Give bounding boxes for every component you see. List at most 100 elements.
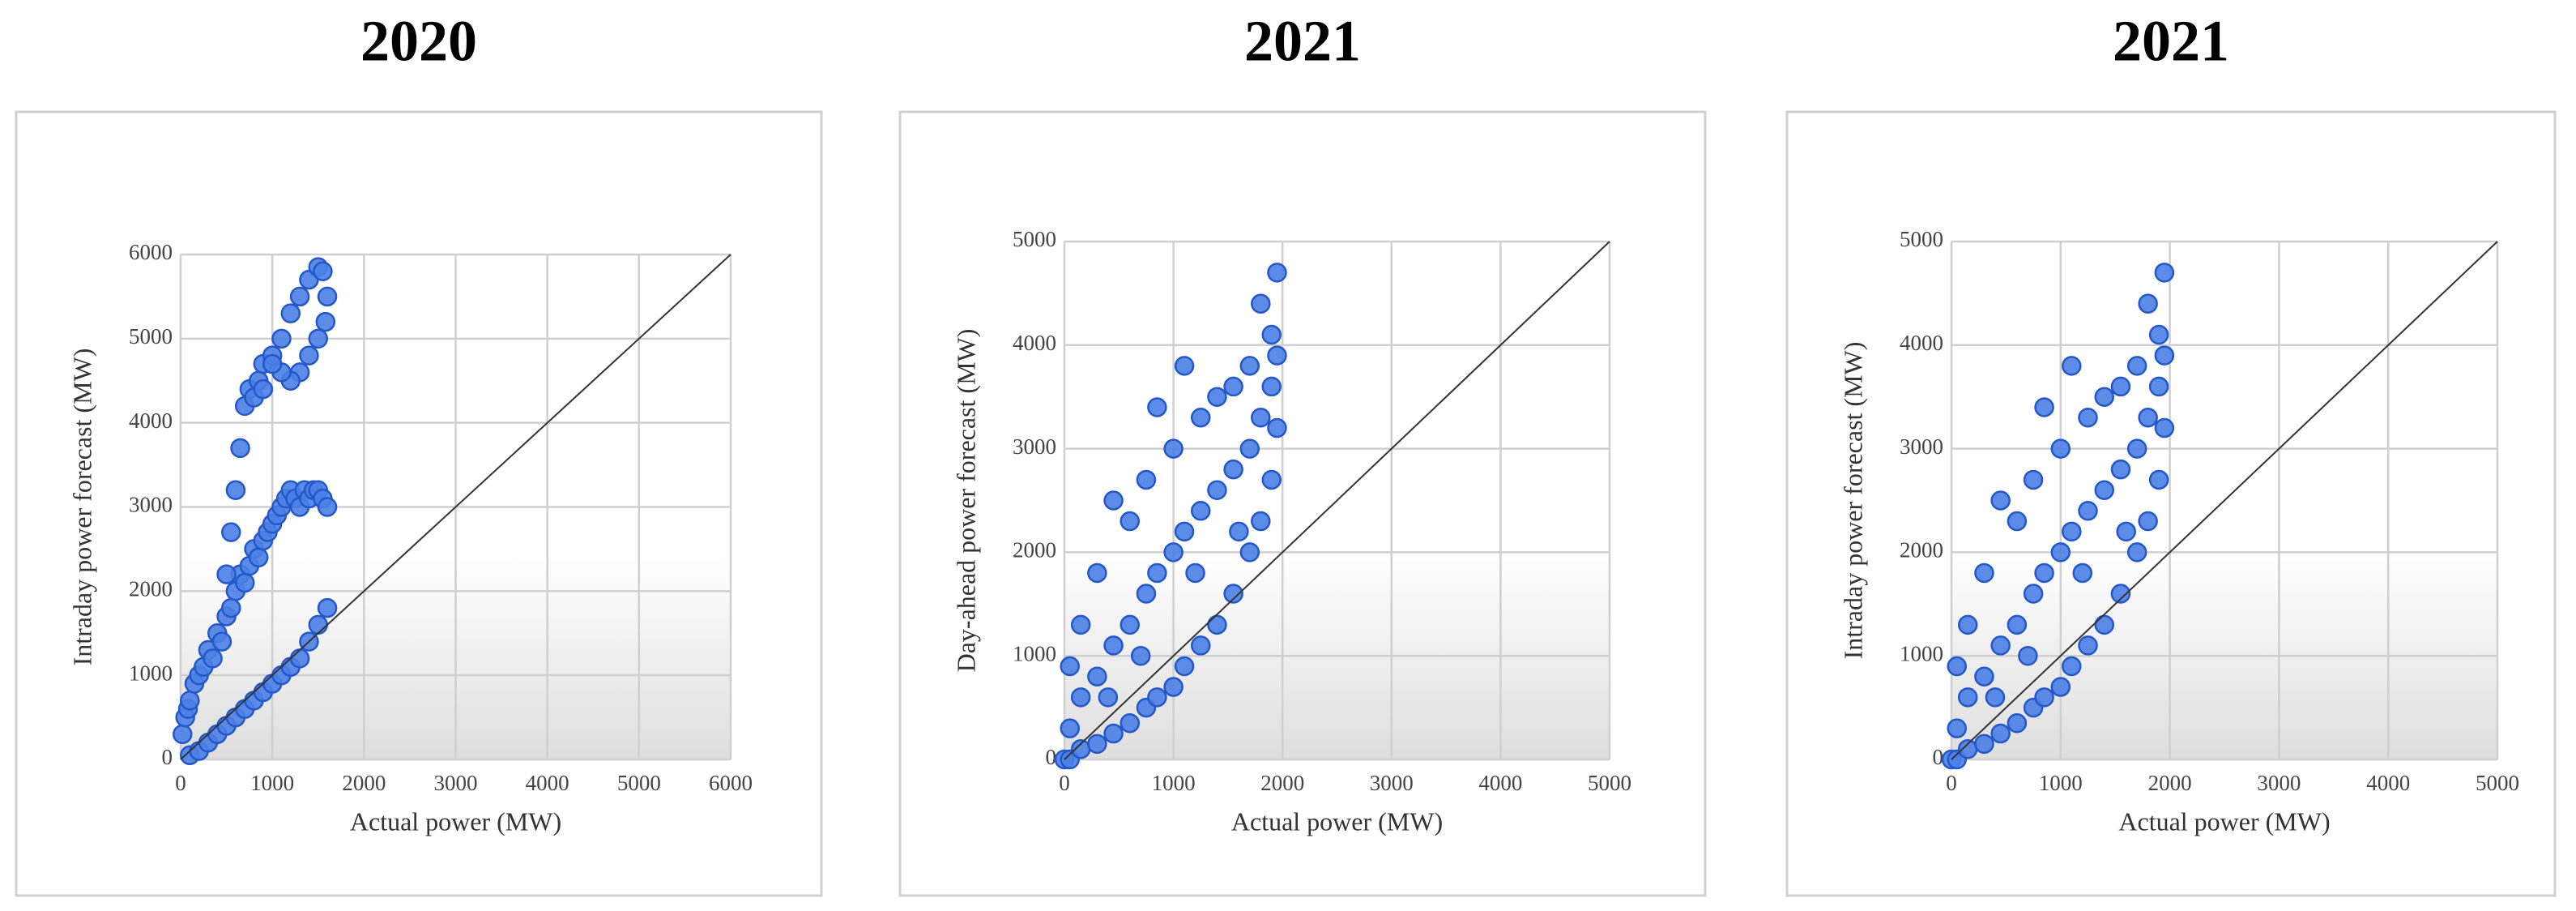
y-axis-label: Day-ahead power forecast (MW)	[951, 329, 980, 673]
scatter-point	[262, 353, 283, 374]
scatter-point	[180, 691, 200, 711]
x-tick-label: 2000	[1260, 771, 1304, 795]
y-tick-label: 1000	[129, 661, 173, 685]
chart-title: 2020	[360, 9, 477, 74]
x-tick-label: 0	[1059, 771, 1070, 795]
reference-line	[180, 254, 731, 760]
x-tick-label: 4000	[2366, 771, 2410, 795]
scatter-point	[2062, 656, 2082, 677]
scatter-point	[1087, 562, 1107, 584]
scatter-point	[1990, 635, 2011, 656]
scatter-point	[1070, 687, 1091, 708]
scatter-point	[1060, 656, 1080, 677]
scatter-point	[2072, 562, 2093, 584]
scatter-point	[1060, 718, 1080, 738]
scatter-point	[2126, 542, 2147, 562]
scatter-point	[1191, 501, 1211, 521]
x-tick-label: 1000	[1152, 771, 1196, 795]
y-tick-label: 2000	[129, 577, 173, 601]
x-tick-label: 1000	[2039, 771, 2083, 795]
scatter-point	[1185, 562, 1205, 584]
scatter-point	[317, 497, 338, 517]
scatter-point	[2018, 645, 2038, 666]
scatter-point	[1174, 521, 1195, 542]
scatter-point	[1229, 521, 1249, 542]
scatter-point	[1130, 645, 1151, 666]
x-axis-label: Actual power (MW)	[1231, 806, 1443, 836]
x-tick-label: 5000	[2476, 771, 2519, 795]
scatter-point	[2110, 376, 2131, 397]
scatter-point	[2148, 469, 2169, 490]
scatter-point	[1120, 511, 1141, 532]
scatter-point	[2138, 408, 2158, 428]
x-tick-label: 0	[1946, 771, 1957, 795]
chart-title: 2021	[1244, 9, 1361, 74]
y-tick-label: 3000	[1900, 434, 1943, 459]
scatter-point	[1251, 408, 1271, 428]
scatter-point	[2094, 480, 2114, 500]
scatter-point	[1251, 511, 1271, 532]
scatter-point	[308, 328, 328, 349]
scatter-point	[289, 648, 310, 669]
scatter-point	[1120, 614, 1141, 635]
scatter-point	[220, 597, 241, 618]
y-tick-label: 0	[1933, 745, 1944, 769]
x-axis-label: Actual power (MW)	[2118, 806, 2330, 836]
scatter-point	[2094, 614, 2114, 635]
scatter-point	[2023, 469, 2044, 490]
scatter-point	[1136, 469, 1157, 490]
scatter-point	[2023, 584, 2044, 604]
scatter-point	[1207, 480, 1227, 500]
scatter-point	[2034, 687, 2054, 708]
scatter-point	[2062, 356, 2082, 376]
scatter-point	[2062, 521, 2082, 542]
scatter-point	[1087, 666, 1107, 687]
scatter-point	[1223, 459, 1243, 480]
scatter-point	[1103, 635, 1124, 656]
scatter-point	[2034, 562, 2054, 584]
scatter-point	[1207, 614, 1227, 635]
scatter-point	[1103, 490, 1124, 511]
scatter-point	[1985, 687, 2006, 708]
scatter-point	[1174, 656, 1195, 677]
x-tick-label: 3000	[2257, 771, 2301, 795]
scatter-point	[1223, 584, 1243, 604]
scatter-point	[253, 379, 274, 400]
scatter-point	[1136, 584, 1157, 604]
scatter-point	[1098, 687, 1119, 708]
reference-line	[1951, 241, 2498, 760]
y-tick-label: 4000	[1900, 331, 1943, 355]
scatter-point	[313, 261, 333, 282]
x-tick-label: 4000	[526, 771, 569, 795]
scatter-point	[299, 345, 319, 366]
scatter-point	[1990, 490, 2011, 511]
x-tick-label: 5000	[1588, 771, 1631, 795]
x-tick-label: 0	[175, 771, 186, 795]
scatter-point	[2154, 417, 2175, 438]
scatter-point	[2138, 293, 2158, 314]
x-tick-label: 3000	[434, 771, 478, 795]
y-tick-label: 0	[1046, 745, 1057, 769]
scatter-point	[2050, 438, 2071, 459]
scatter-point	[1267, 345, 1287, 366]
scatter-point	[2034, 397, 2054, 417]
x-tick-label: 2000	[2148, 771, 2192, 795]
scatter-point	[2154, 345, 2175, 366]
scatter-point	[1990, 723, 2011, 744]
scatter-point	[1070, 614, 1091, 635]
scatter-point	[2050, 542, 2071, 562]
x-tick-label: 2000	[342, 771, 386, 795]
y-axis-label: Intraday power forecast (MW)	[1838, 342, 1867, 660]
reference-line	[1064, 241, 1610, 760]
scatter-point	[1947, 656, 1967, 677]
scatter-point	[2116, 521, 2136, 542]
scatter-point	[1957, 614, 1978, 635]
scatter-point	[2148, 376, 2169, 397]
y-tick-label: 4000	[1013, 331, 1056, 355]
scatter-point	[271, 328, 292, 349]
scatter-point	[2110, 584, 2131, 604]
scatter-point	[2078, 501, 2098, 521]
x-tick-label: 1000	[250, 771, 294, 795]
scatter-point	[1267, 417, 1287, 438]
scatter-point	[1163, 438, 1184, 459]
